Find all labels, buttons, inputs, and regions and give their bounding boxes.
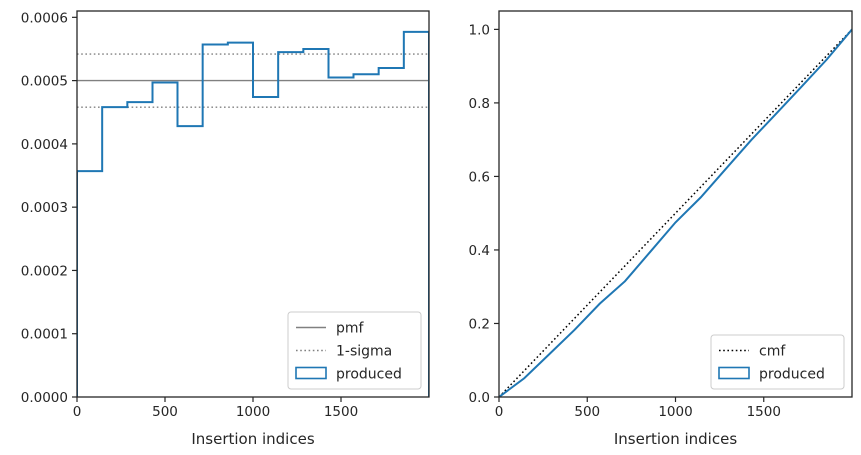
right-cdf-chart: 0 500 1000 1500 0.0 0.2 0.4 0.6 0.8 1.0 Insertion … — [469, 10, 853, 448]
legend: cmf produced — [710, 334, 845, 390]
x-tick-label: 1000 — [236, 404, 270, 420]
legend-handle-produced — [295, 366, 327, 380]
series-produced — [77, 30, 429, 397]
x-tick-label: 0 — [495, 404, 504, 420]
y-tick-label: 0.0006 — [21, 10, 68, 26]
y-tick-label: 0.2 — [469, 316, 490, 332]
x-axis-label: Insertion indices — [614, 430, 737, 448]
x-tick-label: 1500 — [747, 404, 781, 420]
legend-label-pmf: pmf — [336, 321, 365, 337]
legend-box — [287, 311, 422, 390]
x-tick-label: 0 — [73, 404, 82, 420]
y-tick-label: 0.0002 — [21, 263, 68, 279]
legend-handle-produced — [718, 366, 750, 380]
left-histogram-chart: 0 500 1000 1500 0.0000 0.0001 0.0002 0.0003 0.00… — [21, 10, 430, 448]
legend: pmf 1-sigma produced — [287, 311, 422, 390]
y-tick-label: 0.0005 — [21, 74, 68, 90]
y-tick-label: 0.4 — [469, 243, 490, 259]
series-cmf — [499, 28, 852, 397]
legend-label-cmf: cmf — [759, 344, 786, 360]
y-tick-label: 0.0 — [469, 390, 490, 406]
legend-label-produced: produced — [336, 367, 402, 383]
y-tick-label: 0.8 — [469, 96, 490, 112]
legend-label-produced: produced — [759, 367, 825, 383]
y-tick-label: 0.6 — [469, 169, 490, 185]
y-tick-label: 0.0003 — [21, 200, 68, 216]
x-tick-label: 1500 — [324, 404, 358, 420]
x-tick-label: 500 — [152, 404, 178, 420]
y-tick-label: 1.0 — [469, 22, 490, 38]
x-tick-label: 500 — [574, 404, 600, 420]
series-produced — [499, 28, 852, 397]
legend-box — [710, 334, 845, 390]
y-tick-label: 0.0000 — [21, 390, 68, 406]
y-tick-label: 0.0004 — [21, 137, 68, 153]
x-tick-label: 1000 — [658, 404, 692, 420]
y-tick-label: 0.0001 — [21, 327, 68, 343]
x-axis-label: Insertion indices — [191, 430, 314, 448]
legend-label-1-sigma: 1-sigma — [336, 344, 392, 360]
